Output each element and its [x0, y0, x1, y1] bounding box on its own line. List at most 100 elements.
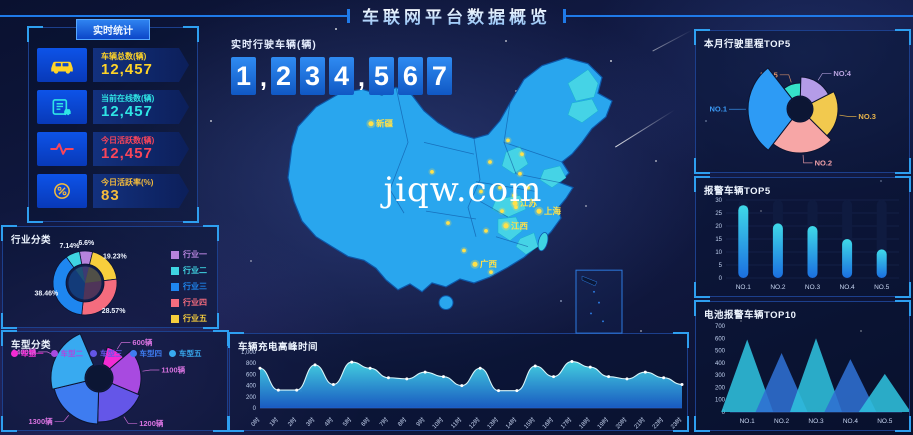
triangle-NO.5[interactable]: [858, 373, 909, 412]
triangle-NO.3[interactable]: [790, 338, 842, 412]
data-point[interactable]: [588, 365, 592, 369]
axis-tick-label: 11时: [449, 416, 463, 430]
map-city-dot[interactable]: [368, 121, 374, 127]
axis-tick-label: 400: [246, 384, 257, 390]
map-city-dot[interactable]: [536, 208, 542, 214]
vehicle-type-panel: 车型分类 车型一 车型二 车型三 车型四 车型五 600辆 1100辆 1200辆 1300辆…: [1, 330, 229, 432]
triangle-NO.4[interactable]: [824, 359, 877, 412]
axis-tick-label: 5时: [341, 416, 353, 428]
axis-tick-label: 15时: [522, 416, 537, 430]
vehicle-type-rose-chart[interactable]: 600辆 1100辆 1200辆 1300辆 1400辆: [3, 332, 227, 430]
axis-tick-label: 8时: [396, 416, 408, 428]
pie-slice-车型四[interactable]: [53, 380, 100, 425]
data-point[interactable]: [497, 389, 501, 393]
industry-donut-chart[interactable]: 6.6% 19.23% 28.57% 38.46% 7.14%: [3, 227, 217, 327]
data-point[interactable]: [313, 363, 317, 367]
data-point[interactable]: [423, 370, 427, 374]
pie-slice-NO.2[interactable]: [772, 117, 832, 154]
legend-swatch: [171, 250, 179, 259]
pie-data-label: 28.57%: [102, 308, 127, 315]
legend-item-车型一[interactable]: 车型一: [11, 348, 44, 359]
hainan-island[interactable]: [438, 295, 454, 310]
legend-item-行业一[interactable]: 行业一: [171, 249, 207, 260]
data-point[interactable]: [258, 366, 262, 370]
donut-slice-行业四[interactable]: [81, 278, 118, 316]
donut-slice-行业二[interactable]: [65, 251, 83, 269]
map-city-dot[interactable]: [512, 200, 518, 206]
online-list-icon: [37, 90, 87, 124]
triangle-NO.1[interactable]: [721, 339, 774, 412]
axis-tick-label: 17时: [559, 416, 574, 430]
data-point[interactable]: [405, 377, 409, 381]
taiwan-island[interactable]: [536, 232, 549, 252]
bar-NO.2[interactable]: [772, 223, 783, 278]
bar-NO.5[interactable]: [876, 249, 887, 278]
axis-tick-label: 20时: [614, 416, 629, 430]
pie-slice-车型五[interactable]: [50, 333, 95, 390]
battery-triangle-chart[interactable]: 0 100 200 300 400 500 600 700 NO.1 NO.2 NO.3 NO.4 NO…: [696, 316, 909, 430]
legend-label: 行业一: [183, 250, 207, 259]
rose-hole: [86, 365, 112, 391]
map-city-dot[interactable]: [472, 261, 478, 267]
label-leader-line: [839, 114, 857, 117]
vehicle-panel-title: 车型分类: [11, 340, 52, 351]
pulse-icon: [37, 132, 87, 166]
bar-NO.4[interactable]: [842, 239, 853, 278]
data-point[interactable]: [515, 389, 519, 393]
map-dot: [462, 248, 466, 253]
data-point[interactable]: [368, 366, 372, 370]
map-city-dot[interactable]: [503, 223, 509, 229]
legend-item-车型三[interactable]: 车型三: [90, 348, 123, 359]
data-point[interactable]: [386, 376, 390, 380]
mileage-rose-chart[interactable]: NO.5NO.4NO.3NO.2NO.1: [696, 31, 909, 172]
charging-area-chart[interactable]: 0 200 400 600 800 1,000 0时 1时 2时 3时 4时 5时 6时 7时 8时 9时 10…: [230, 348, 687, 430]
shooting-star: [652, 29, 693, 52]
china-outline[interactable]: [287, 57, 613, 293]
legend-item-行业五[interactable]: 行业五: [171, 313, 207, 324]
data-point[interactable]: [350, 360, 354, 364]
comma: ,: [357, 64, 365, 92]
axis-tick-label: 10时: [430, 416, 445, 430]
legend-item-行业四[interactable]: 行业四: [171, 297, 207, 308]
data-point[interactable]: [276, 388, 280, 392]
legend-item-车型五[interactable]: 车型五: [169, 348, 202, 359]
bar-NO.3[interactable]: [807, 226, 818, 278]
china-map-container: 新疆 江苏 上海 江西 广西: [276, 44, 656, 339]
data-point[interactable]: [570, 360, 574, 364]
pie-slice-NO.1[interactable]: [747, 67, 793, 151]
map-dot: [512, 193, 516, 198]
axis-tick-label: 400: [715, 361, 726, 367]
data-point[interactable]: [478, 366, 482, 370]
map-city-label: 江苏: [520, 198, 538, 208]
bar-NO.1[interactable]: [738, 205, 749, 278]
legend-item-车型四[interactable]: 车型四: [129, 348, 162, 359]
legend-item-行业二[interactable]: 行业二: [171, 265, 207, 276]
data-point[interactable]: [460, 384, 464, 388]
data-point[interactable]: [552, 375, 556, 379]
donut-slice-行业三[interactable]: [52, 256, 84, 316]
data-point[interactable]: [295, 388, 299, 392]
page-title: 车联网平台数据概览: [362, 3, 551, 28]
stat-row: 今日活跃数(辆) 12,457: [37, 132, 189, 166]
data-point[interactable]: [680, 382, 684, 386]
data-point[interactable]: [625, 377, 629, 381]
data-point[interactable]: [331, 382, 335, 386]
legend-item-车型二[interactable]: 车型二: [50, 348, 83, 359]
data-point[interactable]: [607, 375, 611, 379]
data-point[interactable]: [643, 370, 647, 374]
data-point[interactable]: [441, 375, 445, 379]
pie-slice-车型三[interactable]: [97, 382, 141, 423]
alarm-bar-chart[interactable]: 0 5 10 15 20 25 30 NO.1 NO.2 NO.3 NO.4 NO.5: [696, 192, 909, 296]
pie-slice-NO.4[interactable]: [799, 76, 830, 104]
triangle-NO.2[interactable]: [755, 353, 808, 412]
map-city-label: 江西: [511, 221, 529, 231]
pie-data-label: NO.4: [833, 69, 851, 78]
pie-data-label: NO.3: [858, 112, 876, 121]
legend-item-行业三[interactable]: 行业三: [171, 281, 207, 292]
axis-tick-label: 10: [715, 250, 722, 256]
axis-tick-label: NO.3: [805, 284, 821, 291]
data-point[interactable]: [662, 376, 666, 380]
data-point[interactable]: [533, 364, 537, 368]
